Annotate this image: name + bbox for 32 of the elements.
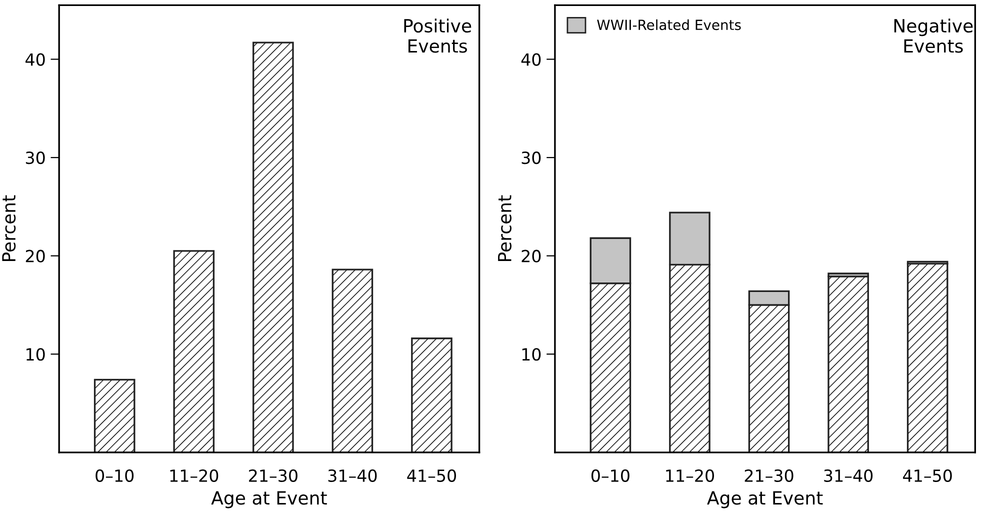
x-tick-label: 11–20: [666, 469, 714, 482]
x-tick-label: 41–50: [903, 469, 952, 482]
x-tick-label: 0–10: [96, 469, 134, 482]
bar: [173, 250, 215, 452]
y-tick-label: 40: [26, 53, 45, 66]
y-axis-title: Percent: [2, 195, 16, 261]
x-tick-label: 0–10: [591, 469, 630, 482]
x-tick-label: 21–30: [249, 469, 298, 482]
y-tick-label: 40: [521, 53, 541, 66]
bar: [411, 338, 452, 452]
x-tick-label: 41–50: [407, 469, 456, 482]
x-tick-label: 21–30: [744, 469, 794, 482]
text: Negative Events: [894, 18, 973, 53]
bar: [252, 42, 294, 452]
y-tick-label: 10: [522, 348, 541, 361]
y-axis-title: Percent: [498, 195, 512, 261]
text: Positive Events: [404, 18, 472, 53]
x-tick-label: 11–20: [170, 469, 218, 482]
bar: [94, 378, 136, 452]
y-tick-label: 20: [522, 250, 541, 262]
x-axis-title: Age at Event: [211, 491, 327, 508]
y-tick-label: 10: [26, 348, 45, 361]
y-tick-label: 30: [522, 152, 541, 164]
legend-label: WWII-Related Events: [597, 19, 741, 30]
bar: [332, 268, 374, 452]
bar: [906, 262, 948, 452]
x-tick-label: 31–40: [328, 469, 377, 482]
y-tick-label: 30: [26, 152, 45, 164]
bar: [828, 276, 869, 452]
x-tick-label: 31–40: [824, 469, 873, 482]
x-axis-title: Age at Event: [707, 491, 823, 508]
y-tick-label: 20: [26, 250, 45, 262]
